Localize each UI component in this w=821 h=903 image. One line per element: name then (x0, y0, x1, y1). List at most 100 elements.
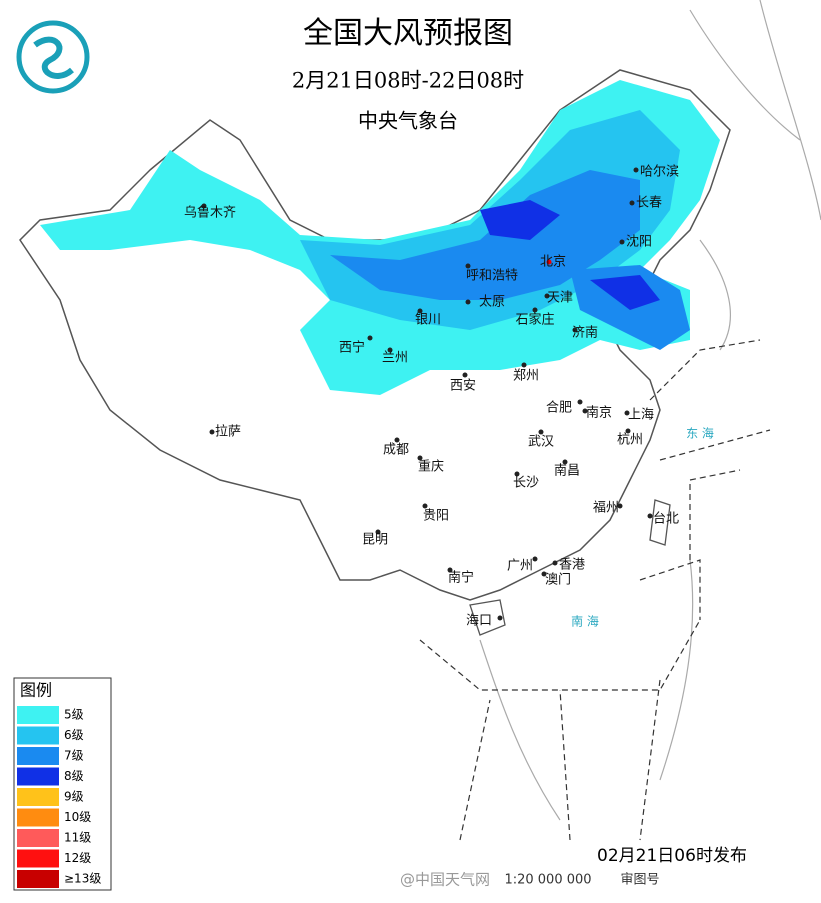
legend-swatch (17, 808, 59, 827)
legend-swatch (17, 767, 59, 786)
legend-label: 12级 (64, 851, 91, 865)
city-label: 郑州 (513, 369, 539, 384)
city-dot (521, 362, 527, 368)
scale: 1:20 000 000 (504, 873, 591, 888)
city-dot (422, 503, 428, 509)
city-dot (394, 437, 400, 443)
legend-label: 7级 (64, 749, 84, 763)
legend-label: 10级 (64, 810, 91, 824)
legend-label: 8级 (64, 769, 84, 783)
city-dot (417, 308, 423, 314)
city-label: 拉萨 (215, 425, 241, 440)
legend-swatch (17, 747, 59, 765)
city-label: 合肥 (546, 401, 572, 416)
sea-label: 东 海 (686, 426, 714, 441)
legend-swatch (17, 829, 59, 847)
islands (469, 499, 671, 636)
city-label: 海口 (466, 614, 492, 629)
city-label: 武汉 (528, 435, 554, 450)
city-dot (572, 327, 578, 333)
city-label: 上海 (628, 408, 654, 423)
city-dot (624, 410, 630, 416)
city-label: 南京 (586, 405, 612, 421)
logo (16, 20, 90, 94)
city-label: 重庆 (418, 459, 444, 475)
city-label: 太原 (479, 295, 505, 310)
review-number: 审图号 (620, 873, 659, 888)
issuer: 中央气象台 (358, 109, 458, 133)
legend-swatch (17, 849, 59, 868)
sea-label: 南 海 (571, 614, 599, 629)
city-dot (546, 259, 552, 265)
city-label: 福州 (593, 501, 619, 516)
city-dot (647, 513, 653, 519)
city-dot (562, 459, 568, 465)
city-dot (582, 408, 588, 414)
legend-label: 9级 (64, 790, 84, 804)
city-dot (538, 429, 544, 435)
legend: 图例 5级 6级 7级 8级 9级 10级 11级 12级 ≥13级 (13, 677, 112, 891)
legend-swatch (17, 788, 59, 806)
city-dot (497, 615, 503, 621)
legend-label: 11级 (64, 831, 91, 845)
legend-swatch (17, 870, 59, 888)
legend-swatch (17, 706, 59, 724)
city-label: 成都 (383, 443, 409, 458)
city-dot (462, 372, 468, 378)
city-label: 西宁 (339, 340, 365, 356)
legend-label: 6级 (64, 728, 84, 742)
wind-zones (40, 80, 720, 395)
city-label: 石家庄 (515, 312, 554, 328)
city-dot (541, 571, 547, 577)
city-dot (417, 455, 423, 461)
coastlines (479, 0, 821, 821)
city-label: 济南 (572, 325, 598, 341)
city-label: 南昌 (554, 463, 580, 479)
city-dot (617, 503, 623, 509)
issued-time: 02月21日06时发布 (597, 846, 747, 866)
capital-label: 北京 (540, 255, 566, 270)
city-dot (633, 167, 639, 173)
city-dot (625, 428, 631, 434)
city-dot (447, 567, 453, 573)
city-dot (577, 399, 583, 405)
city-dot (544, 293, 550, 299)
city-label: 沈阳 (626, 235, 652, 250)
city-dot (552, 560, 558, 566)
period: 2月21日08时-22日08时 (292, 69, 524, 93)
city-dot (465, 299, 471, 305)
city-label: 呼和浩特 (466, 269, 518, 284)
city-label: 哈尔滨 (640, 164, 679, 180)
city-label: 兰州 (382, 351, 408, 366)
city-label: 乌鲁木齐 (184, 205, 236, 221)
city-label: 西安 (450, 379, 476, 394)
city-label: 澳门 (545, 572, 571, 588)
legend-label: ≥13级 (64, 872, 101, 886)
city-dot (375, 529, 381, 535)
city-label: 杭州 (617, 433, 643, 448)
header: 全国大风预报图 2月21日08时-22日08时 中央气象台 (292, 16, 524, 133)
city-label: 南宁 (448, 570, 474, 586)
city-label: 香港 (559, 558, 585, 573)
city-label: 天津 (547, 291, 573, 306)
city-label: 台北 (653, 512, 679, 527)
city-label: 长春 (636, 196, 662, 211)
city-dot (532, 556, 538, 562)
city-label: 贵阳 (423, 509, 449, 524)
city-dot (619, 239, 625, 245)
title: 全国大风预报图 (303, 16, 513, 51)
city-dot (465, 263, 471, 269)
city-label: 昆明 (362, 533, 388, 548)
city-label: 广州 (507, 559, 533, 574)
city-dot (209, 429, 215, 435)
city-label: 银川 (415, 313, 441, 328)
city-dot (367, 335, 373, 341)
source: @中国天气网 (400, 871, 490, 889)
city-dot (201, 203, 207, 209)
legend-swatch (17, 726, 59, 745)
city-dot (514, 471, 520, 477)
legend-title: 图例 (20, 681, 52, 700)
city-dot (629, 200, 635, 206)
